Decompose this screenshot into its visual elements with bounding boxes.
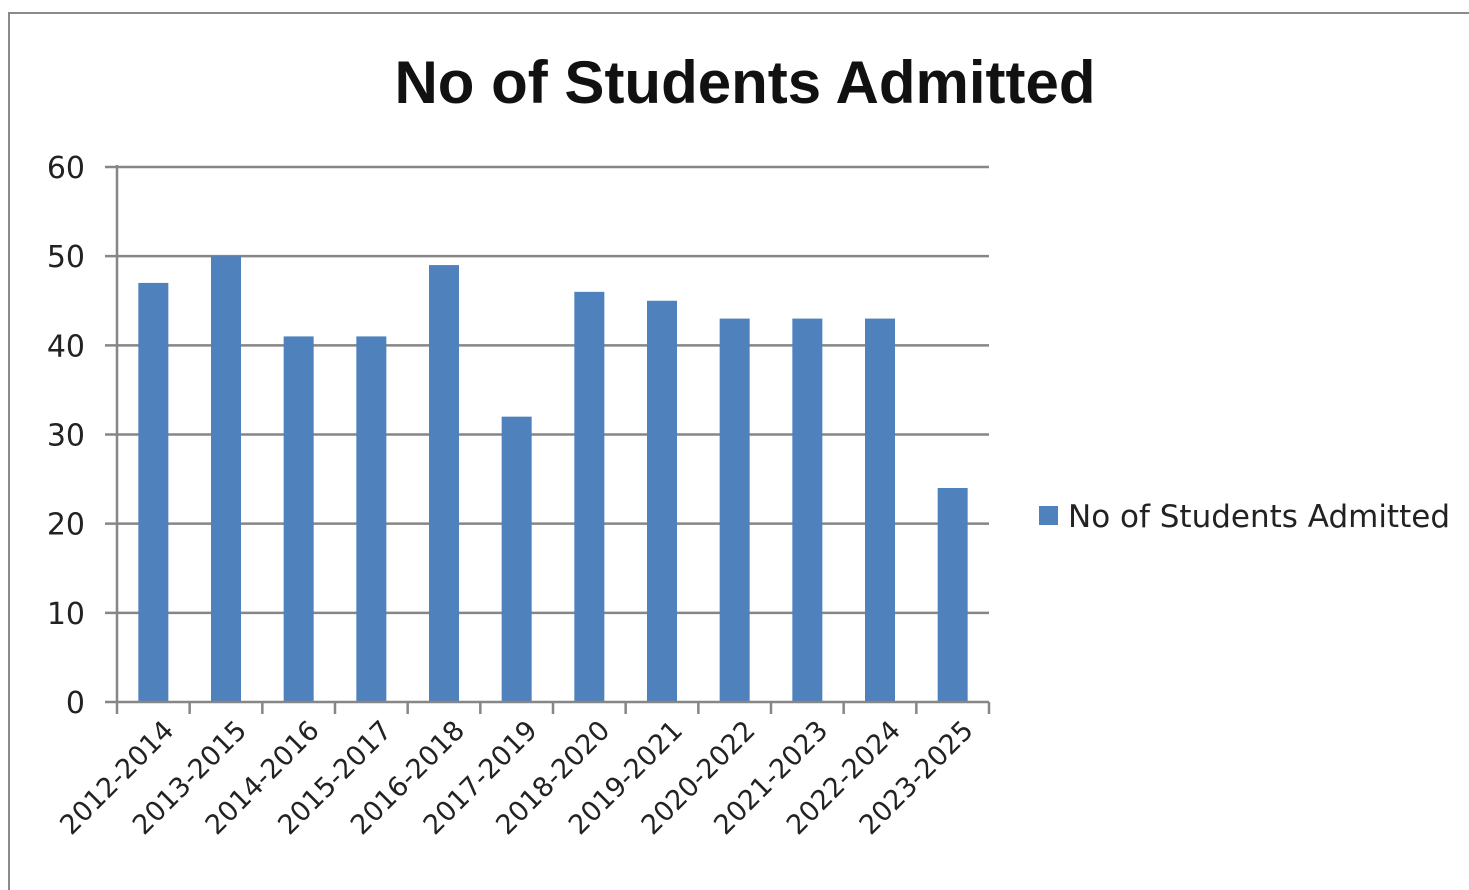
- bar: [574, 291, 605, 702]
- legend-swatch: [1039, 506, 1058, 525]
- bar: [501, 416, 532, 702]
- legend-label: No of Students Admitted: [1068, 499, 1450, 535]
- x-axis-tick-labels: 2012-20142013-20152014-20162015-20172016…: [54, 715, 979, 841]
- y-tick-label: 0: [66, 686, 85, 721]
- bar: [138, 282, 169, 702]
- bar: [356, 336, 387, 702]
- bar: [211, 256, 241, 702]
- bar: [719, 318, 750, 702]
- bar: [937, 488, 968, 702]
- bar: [429, 265, 459, 702]
- bars: [138, 256, 968, 702]
- y-tick-label: 10: [47, 597, 85, 632]
- gridlines: [105, 165, 989, 615]
- y-tick-label: 60: [47, 151, 85, 186]
- y-tick-label: 40: [47, 329, 85, 364]
- axes: [105, 165, 991, 714]
- bar: [865, 318, 895, 702]
- bar: [647, 300, 677, 702]
- y-axis-tick-labels: 0 10 20 30 40 50 60: [47, 151, 85, 721]
- y-tick-label: 50: [47, 240, 85, 275]
- chart-title: No of Students Admitted: [394, 49, 1095, 116]
- bar: [283, 336, 314, 702]
- y-tick-label: 20: [47, 508, 85, 543]
- legend: No of Students Admitted: [1039, 499, 1450, 535]
- bar: [792, 318, 823, 702]
- y-tick-label: 30: [47, 419, 85, 454]
